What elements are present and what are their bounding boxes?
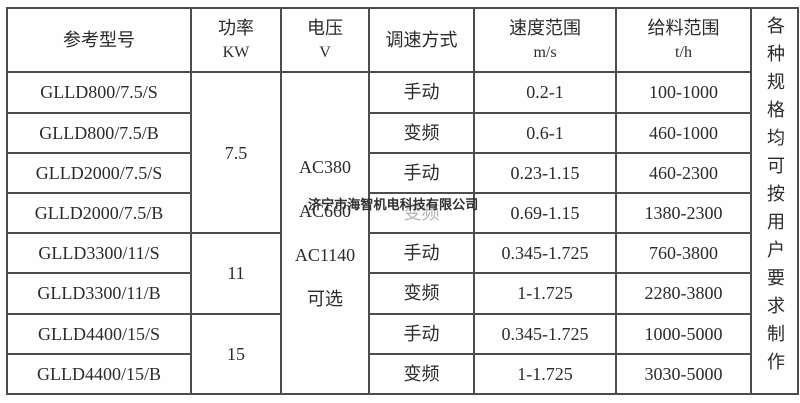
header-power-label: 功率 <box>218 18 254 39</box>
side-note-text: 各种规格均可按用户要求制作 <box>765 16 785 380</box>
header-feed-unit: t/h <box>675 44 692 62</box>
cell-speed-2: 0.6-1 <box>473 111 617 154</box>
cell-feed-1: 100-1000 <box>615 71 752 114</box>
cell-speed-7: 0.345-1.725 <box>473 312 617 355</box>
cell-mode-8: 变频 <box>368 352 475 396</box>
cell-model-7: GLLD4400/15/S <box>6 312 192 355</box>
cell-voltage-options: AC380 AC660 AC1140 可选 <box>280 71 370 395</box>
voltage-option-3: AC1140 <box>294 245 356 266</box>
cell-model-5: GLLD3300/11/S <box>6 232 192 275</box>
cell-mode-7: 手动 <box>368 312 475 355</box>
header-power-unit: KW <box>222 44 250 62</box>
cell-feed-5: 760-3800 <box>615 232 752 275</box>
cell-feed-3: 460-2300 <box>615 151 752 194</box>
cell-speed-8: 1-1.725 <box>473 352 617 396</box>
voltage-option-1: AC380 <box>298 157 351 178</box>
table-row: GLLD3300/11/B 变频 1-1.725 2280-3800 <box>6 272 798 315</box>
cell-speed-6: 1-1.725 <box>473 272 617 315</box>
cell-speed-1: 0.2-1 <box>473 71 617 114</box>
header-mode: 调速方式 <box>368 6 475 74</box>
cell-speed-3: 0.23-1.15 <box>473 151 617 194</box>
table-row: GLLD2000/7.5/B 变频 0.69-1.15 1380-2300 <box>6 191 798 235</box>
voltage-option-4: 可选 <box>307 289 343 310</box>
cell-power-group-1: 7.5 <box>190 71 282 235</box>
cell-power-group-3: 15 <box>190 312 282 396</box>
header-voltage-unit: V <box>319 44 331 62</box>
cell-model-1: GLLD800/7.5/S <box>6 71 192 114</box>
header-speed-label: 速度范围 <box>509 18 581 39</box>
cell-feed-4: 1380-2300 <box>615 191 752 235</box>
cell-mode-1: 手动 <box>368 71 475 114</box>
cell-model-3: GLLD2000/7.5/S <box>6 151 192 194</box>
table-row: GLLD4400/15/B 变频 1-1.725 3030-5000 <box>6 352 798 396</box>
cell-feed-7: 1000-5000 <box>615 312 752 355</box>
cell-mode-6: 变频 <box>368 272 475 315</box>
cell-model-2: GLLD800/7.5/B <box>6 111 192 154</box>
cell-mode-2: 变频 <box>368 111 475 154</box>
cell-mode-3: 手动 <box>368 151 475 194</box>
cell-mode-4: 变频 <box>368 191 475 235</box>
cell-model-8: GLLD4400/15/B <box>6 352 192 396</box>
table-row: GLLD4400/15/S 15 手动 0.345-1.725 1000-500… <box>6 312 798 396</box>
cell-feed-2: 460-1000 <box>615 111 752 154</box>
cell-power-group-2: 11 <box>190 232 282 315</box>
cell-feed-6: 2280-3800 <box>615 272 752 315</box>
side-note-cell: 各种规格均可按用户要求制作 <box>750 7 799 395</box>
cell-model-6: GLLD3300/11/B <box>6 272 192 315</box>
header-power: 功率 KW <box>190 6 282 74</box>
header-speed-unit: m/s <box>533 44 557 62</box>
header-speed: 速度范围 m/s <box>473 6 617 74</box>
header-row: 参考型号 功率 KW 电压 V 调速方式 速度范围 m/s 给料范围 t/h <box>6 6 799 395</box>
cell-mode-5: 手动 <box>368 232 475 275</box>
cell-model-4: GLLD2000/7.5/B <box>6 191 192 235</box>
header-voltage-label: 电压 <box>307 18 343 39</box>
table-row: GLLD800/7.5/B 变频 0.6-1 460-1000 <box>6 111 798 154</box>
cell-feed-8: 3030-5000 <box>615 352 752 396</box>
cell-speed-5: 0.345-1.725 <box>473 232 617 275</box>
header-model: 参考型号 <box>6 6 192 74</box>
table-row: GLLD800/7.5/S 7.5 AC380 AC660 AC1140 可选 … <box>6 71 798 395</box>
voltage-option-2: AC660 <box>298 201 351 222</box>
header-voltage: 电压 V <box>280 6 370 74</box>
company-watermark: 济宁市海智机电科技有限公司 <box>308 197 479 212</box>
table-row: GLLD3300/11/S 11 手动 0.345-1.725 760-3800 <box>6 232 798 315</box>
spec-table: 参考型号 功率 KW 电压 V 调速方式 速度范围 m/s 给料范围 t/h <box>6 6 799 396</box>
cell-speed-4: 0.69-1.15 <box>473 191 617 235</box>
table-row: GLLD2000/7.5/S 手动 0.23-1.15 460-2300 <box>6 151 798 194</box>
header-feed: 给料范围 t/h <box>615 6 752 74</box>
header-feed-label: 给料范围 <box>647 18 720 39</box>
